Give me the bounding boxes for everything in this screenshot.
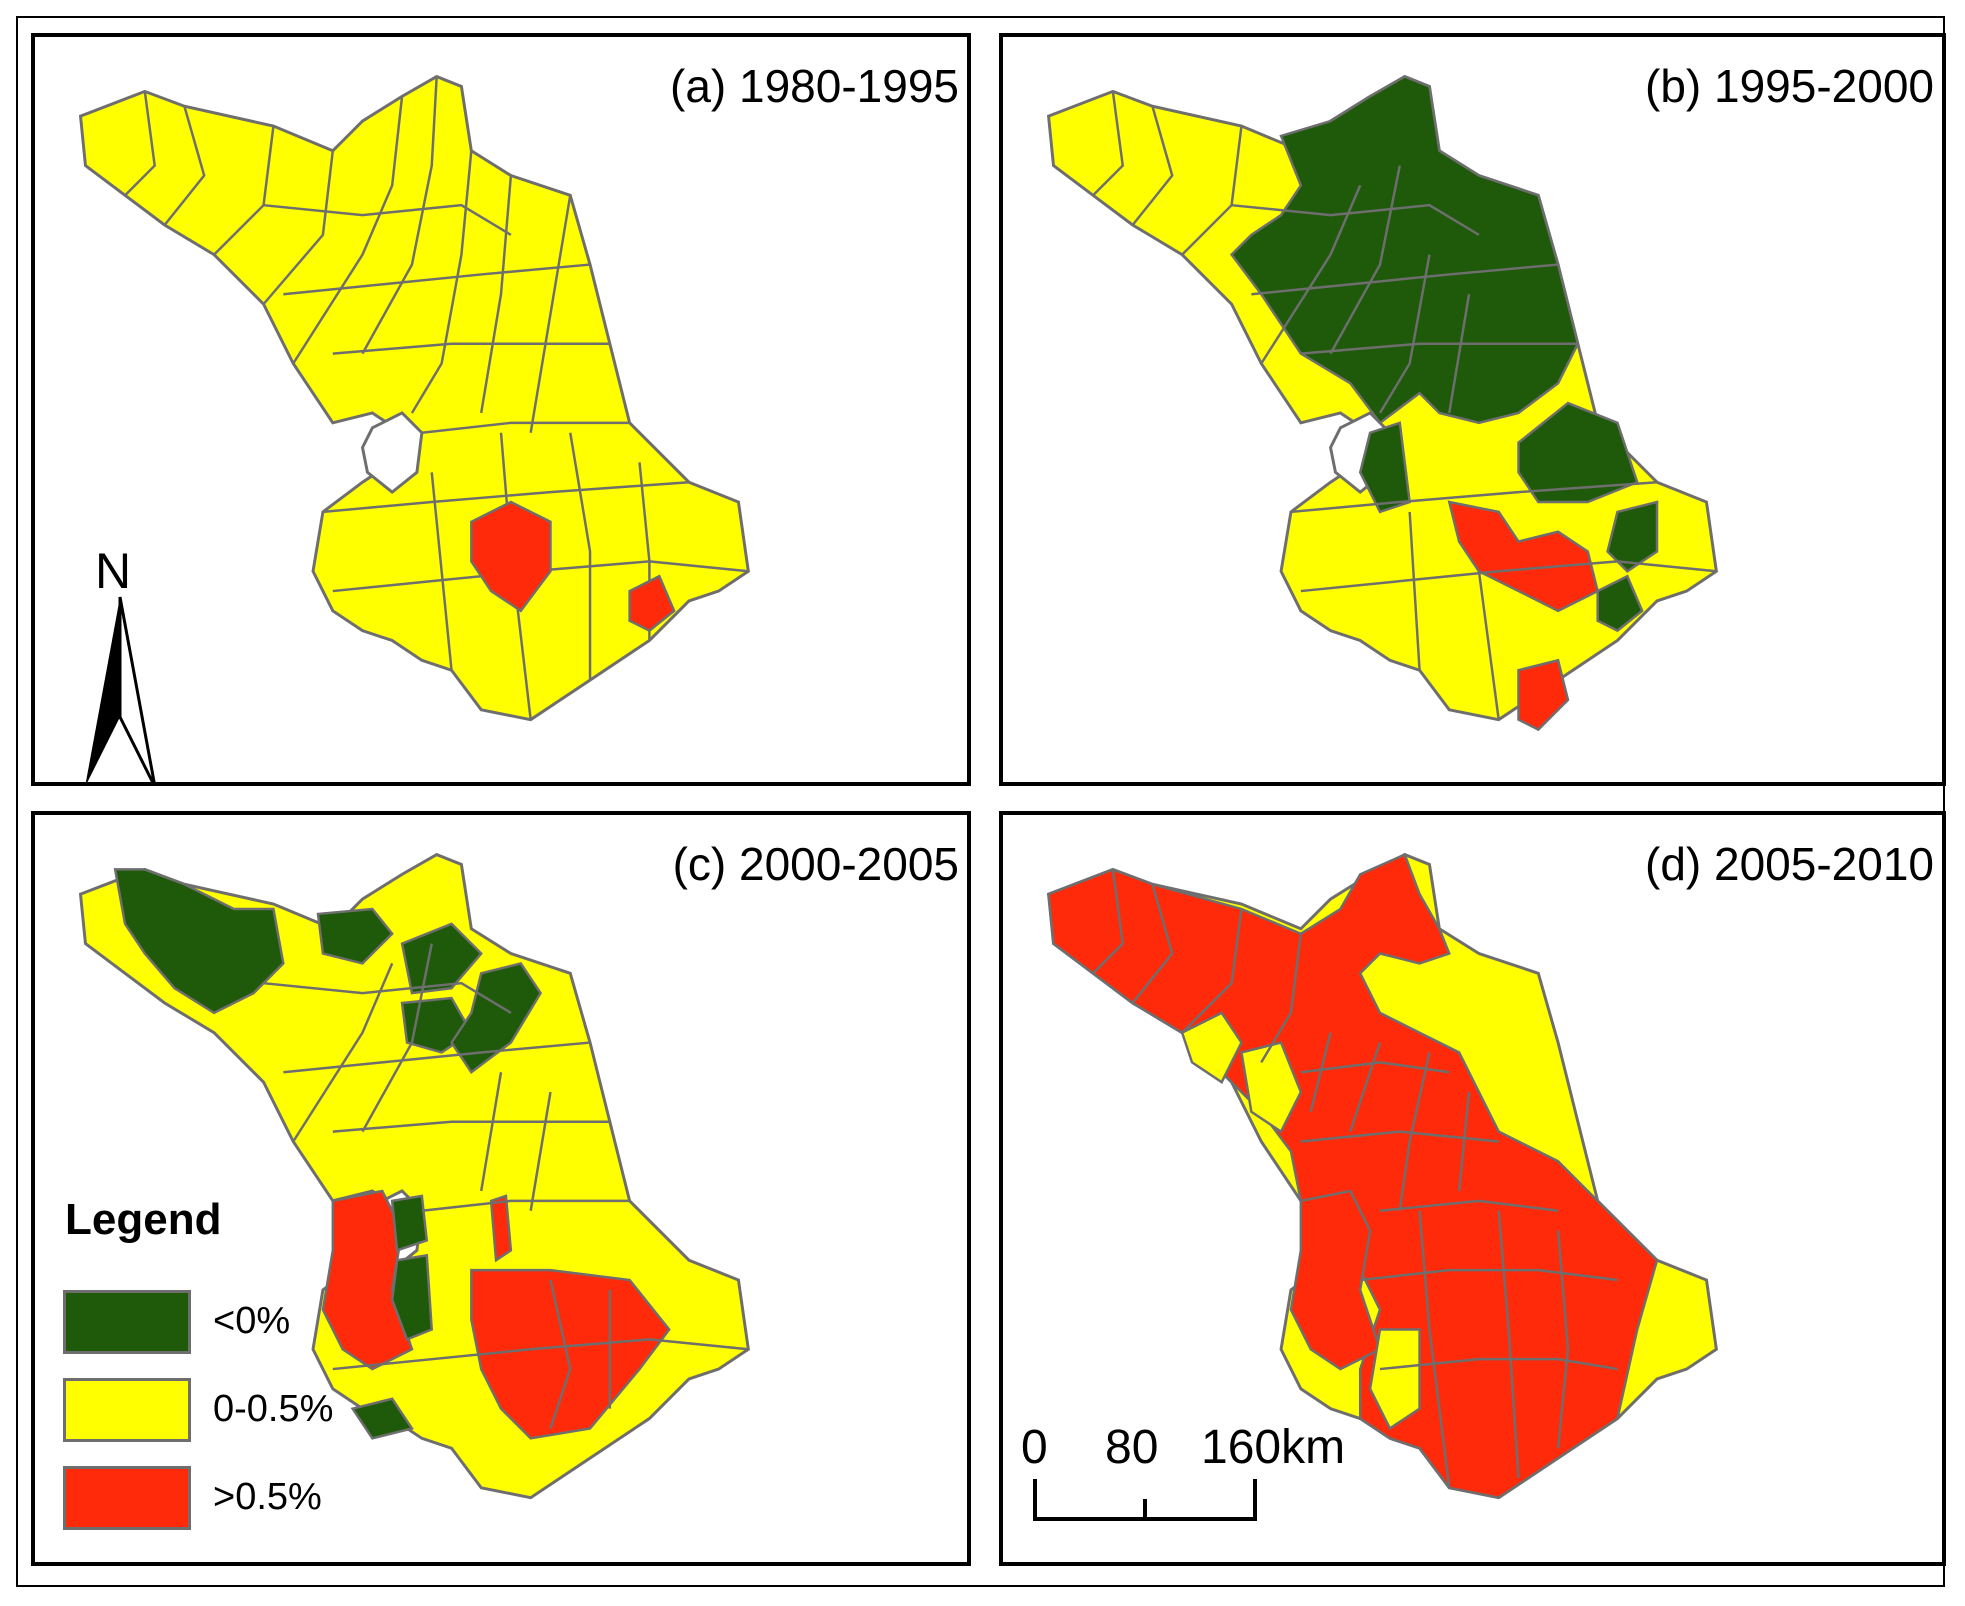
north-label: N	[95, 543, 132, 599]
region-hole	[360, 411, 424, 495]
north-arrow-icon	[85, 596, 156, 782]
region-neg-sw1	[390, 1194, 429, 1253]
panel-title: (a) 1980-1995	[670, 60, 959, 112]
scale-bar-icon	[1033, 1479, 1257, 1521]
legend-label: 0-0.5%	[213, 1388, 334, 1430]
region-neg-n2	[400, 922, 483, 995]
region-low-sw	[1368, 1328, 1421, 1431]
legend-swatch	[63, 1290, 191, 1354]
map-b	[1046, 74, 1718, 732]
legend-swatch	[63, 1466, 191, 1530]
figure-frame	[16, 16, 1945, 1587]
legend-label: >0.5%	[213, 1476, 322, 1518]
map-c	[78, 852, 750, 1500]
region-high-2	[1517, 658, 1570, 732]
map-a	[78, 74, 750, 722]
region-low-nw	[1180, 1011, 1243, 1084]
region-high-sw	[1289, 1189, 1382, 1371]
district-borders	[1092, 91, 1717, 720]
panel-title: (c) 2000-2005	[672, 838, 959, 890]
legend-label: <0%	[213, 1300, 291, 1342]
region-neg-sw3	[350, 1397, 414, 1440]
region-neg-east3	[1596, 574, 1644, 633]
panel-title: (b) 1995-2000	[1645, 60, 1934, 112]
region-neg-east2	[1606, 500, 1659, 573]
region-neg-n1	[316, 907, 394, 965]
region-neg-n4	[450, 961, 543, 1075]
panel-c: (c) 2000-2005 Legend <0% 0-0.5% >0.5%	[31, 811, 971, 1566]
district-borders	[1092, 869, 1618, 1488]
map-d	[1046, 852, 1718, 1500]
region-high-1	[1447, 500, 1600, 613]
scale-label-160: 160km	[1201, 1421, 1346, 1474]
region-high-se	[470, 1268, 671, 1440]
region-low-mid	[1240, 1041, 1303, 1134]
district-borders	[263, 943, 749, 1429]
scale-label-0: 0	[1021, 1421, 1048, 1474]
legend-swatch	[63, 1378, 191, 1442]
region-neg-mid	[1358, 421, 1412, 514]
region-high-mid	[489, 1194, 513, 1263]
panel-b: (b) 1995-2000	[999, 33, 1946, 786]
region-high-2	[628, 574, 676, 633]
region-neg-east	[1517, 401, 1639, 504]
panel-d: (d) 2005-2010 0 80 160km	[999, 811, 1946, 1566]
region-neg-nw	[113, 868, 285, 1015]
legend-title: Legend	[65, 1195, 222, 1244]
region-neg-sw2	[390, 1253, 434, 1342]
scale-label-80: 80	[1105, 1421, 1159, 1474]
region-neg-north	[1229, 75, 1580, 425]
region-high-1	[470, 500, 552, 613]
panel-a: (a) 1980-1995 N	[31, 33, 971, 786]
panel-title: (d) 2005-2010	[1645, 838, 1934, 890]
